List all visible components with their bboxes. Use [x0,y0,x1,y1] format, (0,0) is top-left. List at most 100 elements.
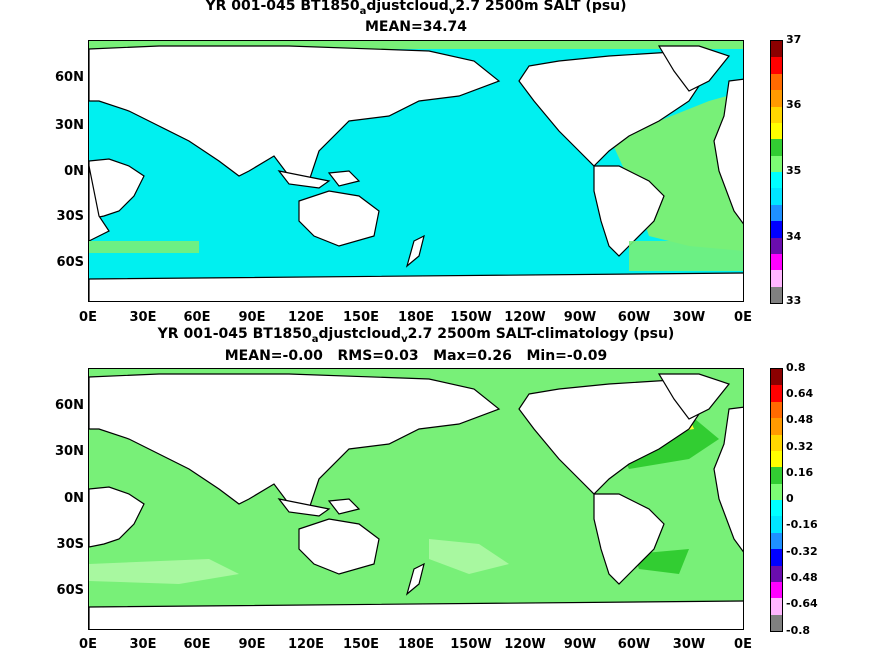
colorbar-swatch [771,483,782,500]
map2-svg [89,369,743,629]
map2-panel [88,368,744,630]
colorbar-swatch [771,204,782,222]
colorbar-swatch [771,90,782,107]
map1-australia [298,190,380,247]
map1-lon-tick: 120E [287,310,325,325]
map1-lon-tick: 30W [672,310,706,325]
colorbar-swatch [771,549,782,566]
colorbar-swatch [771,106,782,123]
map2-lat-tick: 60N [55,398,84,413]
map1-colorbar-tick: 33 [786,294,802,307]
map1-lon-tick: 180E [397,310,435,325]
colorbar-swatch [771,385,782,402]
colorbar-swatch [771,565,782,582]
colorbar-swatch [771,155,782,172]
map1-lon-tick: 0E [734,310,752,325]
map2-lon-tick: 0E [79,637,97,652]
map2-colorbar-tick: -0.16 [786,518,818,531]
map2-colorbar-tick: -0.32 [786,545,818,558]
map2-colorbar-tick: -0.8 [786,624,811,637]
colorbar-swatch [771,401,782,419]
map1-lon-tick: 150W [450,310,492,325]
map2-colorbar-tick: 0 [786,492,794,505]
map2-colorbar-tick: -0.48 [786,571,818,584]
map2-lat-tick: 30N [55,444,84,459]
map2-newzealand [405,562,425,596]
map2-colorbar-tick: 0.32 [786,440,814,453]
map1-indonesia [277,170,331,189]
map1-lon-tick: 30E [129,310,157,325]
map1-colorbar-tick: 35 [786,164,802,177]
map1-title-sub-a: a [359,5,367,17]
colorbar-swatch [771,516,782,533]
colorbar-swatch [771,286,782,303]
map1-newzealand [405,234,425,268]
map2-antarctica [89,600,743,629]
map1-title-part-c: 2.7 2500m SALT (psu) [455,0,627,14]
map1-panel [88,40,744,302]
map2-title-line1: YR 001-045 BT1850adjustcloudv2.7 2500m S… [88,326,744,345]
colorbar-swatch [771,73,782,91]
map1-africa-south [89,165,110,242]
colorbar-swatch [771,122,782,140]
map1-lat-tick: 60S [56,255,84,270]
map2-africa-east [89,486,145,548]
map2-lon-tick: 120E [287,637,325,652]
colorbar-swatch [771,500,782,517]
colorbar-swatch [771,57,782,74]
map1-lon-tick: 0E [79,310,97,325]
colorbar-swatch [771,532,782,550]
map2-title-part-b: djustcloud [318,326,402,342]
map2-title-sub-b: v [401,333,408,345]
map2-lon-tick: 90W [563,637,597,652]
colorbar-swatch [771,188,782,205]
colorbar-swatch [771,614,782,631]
map1-colorbar-tick: 37 [786,33,802,46]
map1-arctic-band [89,41,743,49]
map2-north-america [518,378,710,495]
map1-lon-tick: 150E [342,310,380,325]
map2-colorbar [770,368,783,632]
colorbar-swatch [771,270,782,287]
map2-greenland [657,373,731,420]
map1-land [89,45,743,301]
map1-title-line1: YR 001-045 BT1850adjustcloudv2.7 2500m S… [88,0,744,17]
map2-lon-tick: 150E [342,637,380,652]
map1-lon-tick: 90W [563,310,597,325]
map2-land [89,373,743,629]
map1-title-sub-b: v [448,5,456,17]
map2-lat-tick: 30S [56,537,84,552]
colorbar-swatch [771,434,782,451]
map1-antarctica [89,272,743,301]
map2-title-sub-a: a [311,333,319,345]
map1-lon-tick: 60E [183,310,211,325]
map1-lat-tick: 30S [56,209,84,224]
map2-title-part-c: 2.7 2500m SALT-climatology (psu) [407,326,675,342]
map1-north-america [518,50,710,167]
map1-lon-tick: 120W [504,310,546,325]
map2-lat-tick: 60S [56,583,84,598]
map1-title-part-a: YR 001-045 BT1850 [205,0,360,14]
map2-lon-tick: 180E [397,637,435,652]
map1-svg [89,41,743,301]
map1-lon-tick: 60W [617,310,651,325]
colorbar-swatch [771,172,782,189]
map2-lat-tick: 0N [64,491,84,506]
map2-colorbar-tick: 0.64 [786,387,814,400]
map2-lon-tick: 60E [183,637,211,652]
map2-patch-1 [89,559,239,584]
map2-colorbar-tick: 0.16 [786,466,814,479]
map1-southern-salty-2 [629,241,743,271]
colorbar-swatch [771,41,782,58]
colorbar-swatch [771,369,782,386]
colorbar-swatch [771,253,782,271]
map1-title-line2: MEAN=34.74 [364,19,468,35]
map1-europe-africa [713,78,743,225]
map1-colorbar-tick: 36 [786,98,802,111]
map1-lat-tick: 0N [64,164,84,179]
colorbar-swatch [771,598,782,615]
map2-lon-tick: 90E [238,637,266,652]
map2-title-line2: MEAN=-0.00 RMS=0.03 Max=0.26 Min=-0.09 [224,348,608,364]
map2-lon-tick: 60W [617,637,651,652]
map2-lon-tick: 150W [450,637,492,652]
